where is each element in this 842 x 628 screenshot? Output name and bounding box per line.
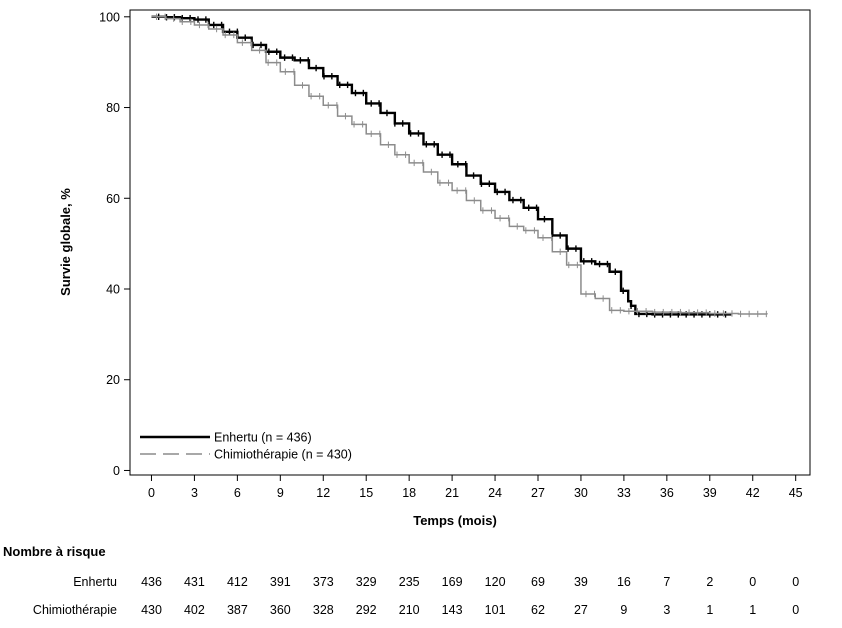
risk-value: 412: [226, 575, 248, 589]
risk-value: 391: [269, 575, 291, 589]
x-tick-label: 27: [531, 486, 545, 500]
x-tick-label: 45: [789, 486, 803, 500]
x-tick-label: 24: [488, 486, 502, 500]
y-tick-label: 0: [113, 464, 120, 478]
risk-value: 431: [183, 575, 205, 589]
censor-marks: [157, 13, 727, 318]
risk-value: 360: [269, 603, 291, 617]
x-tick-label: 3: [191, 486, 198, 500]
risk-value: 62: [531, 603, 545, 617]
y-axis: 0 20 40 60 80 100: [99, 10, 130, 478]
plot-frame: [129, 9, 811, 476]
risk-value: 292: [355, 603, 377, 617]
y-tick-label: 40: [106, 283, 120, 297]
risk-value: 235: [398, 575, 420, 589]
risk-value: 2: [706, 575, 714, 589]
risk-value: 101: [484, 603, 506, 617]
risk-value: 169: [441, 575, 463, 589]
x-tick-label: 18: [402, 486, 416, 500]
series-group: [151, 13, 768, 318]
risk-value: 402: [183, 603, 205, 617]
x-tick-label: 21: [445, 486, 459, 500]
legend: Enhertu (n = 436) Chimiothérapie (n = 430…: [140, 431, 352, 462]
y-axis-title: Survie globale, %: [58, 188, 73, 296]
x-tick-label: 12: [316, 486, 330, 500]
risk-row-label: Chimiothérapie: [32, 603, 117, 617]
x-tick-label: 15: [359, 486, 373, 500]
series-line: [151, 16, 768, 315]
risk-table-title: Nombre à risque: [3, 544, 106, 559]
x-tick-label: 36: [660, 486, 674, 500]
x-tick-label: 33: [617, 486, 631, 500]
y-tick-label: 20: [106, 373, 120, 387]
risk-value: 328: [312, 603, 334, 617]
risk-value: 373: [312, 575, 334, 589]
risk-value: 0: [749, 575, 757, 589]
risk-value: 16: [616, 575, 631, 589]
x-axis: 0 3 6 9 12 15 18 21 24 27 30 33 36 39 42 45: [148, 475, 803, 500]
risk-value: 387: [226, 603, 248, 617]
series-line: [151, 15, 732, 316]
legend-label: Enhertu (n = 436): [214, 431, 312, 445]
km-survival-chart: 0 3 6 9 12 15 18 21 24 27 30 33 36 39 42 45 02040608010…: [58, 9, 811, 528]
risk-row-label: Enhertu: [73, 575, 117, 589]
x-tick-label: 39: [703, 486, 717, 500]
risk-value: 1: [706, 603, 714, 617]
series-chimiotherapie: [151, 13, 768, 318]
plot-area: [129, 9, 811, 476]
risk-value: 1: [749, 603, 757, 617]
y-tick-label: 60: [106, 192, 120, 206]
risk-value: 39: [573, 575, 588, 589]
x-tick-label: 0: [148, 486, 155, 500]
x-axis-title: Temps (mois): [413, 513, 497, 528]
x-tick-label: 42: [746, 486, 760, 500]
risk-value: 210: [398, 603, 420, 617]
risk-value: 0: [792, 603, 800, 617]
risk-value: 7: [663, 575, 671, 589]
risk-value: 143: [441, 603, 463, 617]
risk-value: 27: [573, 603, 588, 617]
risk-value: 0: [792, 575, 800, 589]
risk-value: 436: [141, 575, 162, 589]
risk-value: 430: [141, 603, 162, 617]
legend-label: Chimiothérapie (n = 430): [214, 448, 352, 462]
risk-value: 9: [620, 603, 628, 617]
series-enhertu: [151, 13, 732, 318]
risk-value: 120: [484, 575, 506, 589]
x-tick-label: 6: [234, 486, 241, 500]
x-tick-label: 9: [277, 486, 284, 500]
risk-value: 69: [531, 575, 545, 589]
x-tick-label: 30: [574, 486, 588, 500]
risk-value: 329: [355, 575, 377, 589]
y-tick-label: 80: [106, 101, 120, 115]
risk-value: 3: [663, 603, 671, 617]
censor-marks: [155, 13, 767, 318]
y-tick-label: 100: [99, 10, 120, 24]
